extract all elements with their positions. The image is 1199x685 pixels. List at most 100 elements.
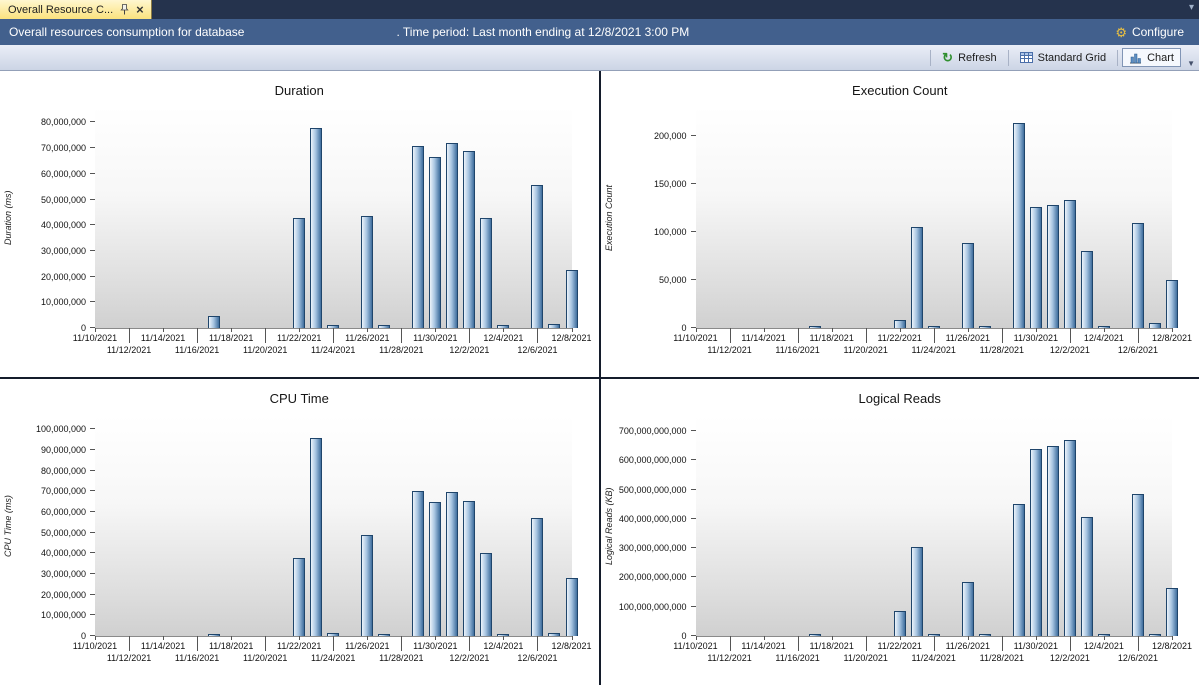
y-tick-label: 0 [80,631,86,641]
bar-12/1/2021[interactable] [1046,445,1059,636]
bar-12/2/2021[interactable] [463,150,476,328]
bar-11/23/2021[interactable] [310,437,323,636]
bar-11/24/2021[interactable] [327,632,340,636]
bar-12/4/2021[interactable] [497,633,510,636]
y-tick-label: 100,000 [653,226,687,237]
bar-12/3/2021[interactable] [480,217,493,328]
configure-button[interactable]: ⚙ Configure [1109,23,1190,41]
bar-11/29/2021[interactable] [412,491,425,636]
bar-12/4/2021[interactable] [1097,326,1110,328]
bar-12/4/2021[interactable] [497,324,510,328]
bar-11/26/2021[interactable] [961,581,974,636]
bar-11/30/2021[interactable] [429,501,442,636]
standard-grid-button[interactable]: Standard Grid [1013,48,1113,67]
bar-11/30/2021[interactable] [429,157,442,328]
y-tick-mark [690,134,696,136]
bar-11/30/2021[interactable] [1029,448,1042,636]
bar-12/6/2021[interactable] [1131,494,1144,636]
bar-12/2/2021[interactable] [1063,439,1076,636]
y-tick-mark [90,198,95,200]
x-tick-label: 12/8/2021 [1151,641,1193,651]
x-tick-mark [367,636,369,640]
x-tick-mark [1172,328,1173,332]
bar-11/26/2021[interactable] [961,243,974,328]
bar-11/29/2021[interactable] [412,145,425,328]
bar-12/8/2021[interactable] [565,270,578,328]
x-tick-mark [797,636,799,651]
bar-11/17/2021[interactable] [208,315,221,328]
bar-12/1/2021[interactable] [1046,205,1059,328]
x-tick-label: 12/2/2021 [449,345,490,355]
bar-12/3/2021[interactable] [480,553,493,636]
bar-11/24/2021[interactable] [927,633,940,636]
bar-12/7/2021[interactable] [548,324,561,328]
bar-11/17/2021[interactable] [808,326,821,328]
pin-icon[interactable] [120,4,129,15]
bar-12/1/2021[interactable] [446,142,459,328]
x-tick-label: 11/14/2021 [741,641,786,651]
bar-12/1/2021[interactable] [446,492,459,636]
y-tick-label: 10,000,000 [40,610,86,621]
bar-12/2/2021[interactable] [1063,200,1076,328]
x-tick-mark [435,636,437,640]
x-tick-label: 11/10/2021 [72,333,118,343]
bar-12/7/2021[interactable] [548,632,561,636]
bar-11/27/2021[interactable] [978,326,991,328]
bar-11/29/2021[interactable] [1012,123,1025,328]
y-tick-mark [90,449,95,451]
refresh-button[interactable]: ↻ Refresh [935,48,1003,67]
tab-overall-resource-consumption[interactable]: Overall Resource C... × [0,0,152,19]
bar-11/27/2021[interactable] [378,633,391,636]
bar-11/22/2021[interactable] [893,320,906,328]
bar-11/26/2021[interactable] [361,534,374,636]
bar-11/24/2021[interactable] [927,326,940,328]
tab-list-chevron-icon[interactable]: ▾ [1188,2,1194,13]
chart-execution-count: Execution Count Execution Count 0 50,000 1… [600,71,1199,377]
x-tick-mark [197,328,199,343]
x-tick-label: 11/14/2021 [140,333,186,343]
bar-11/27/2021[interactable] [978,634,991,636]
plot-area: 0 10,000,000 20,000,000 30,000,000 40,000,00… [36,415,592,663]
toolbar-options-chevron-icon[interactable]: ▼ [1187,59,1195,68]
bar-11/17/2021[interactable] [808,634,821,636]
close-icon[interactable]: × [136,2,144,17]
bar-12/8/2021[interactable] [1166,587,1178,636]
x-tick-label: 11/24/2021 [911,653,956,663]
document-tab-bar: Overall Resource C... × ▾ [0,0,1199,19]
bar-11/17/2021[interactable] [208,633,221,636]
bar-11/23/2021[interactable] [310,127,323,328]
bar-12/2/2021[interactable] [463,500,476,636]
bar-12/7/2021[interactable] [1148,323,1161,328]
x-tick-mark [1137,328,1139,343]
bar-12/4/2021[interactable] [1097,634,1110,636]
bar-12/3/2021[interactable] [1080,517,1093,636]
bar-12/3/2021[interactable] [1080,251,1093,328]
bar-11/22/2021[interactable] [293,217,306,328]
bar-11/30/2021[interactable] [1029,206,1042,328]
y-tick-mark [90,301,95,303]
bar-11/26/2021[interactable] [361,216,374,328]
bar-11/22/2021[interactable] [893,611,906,636]
report-toolbar: ↻ Refresh Standard Grid [0,45,1199,71]
y-tick-label: 20,000,000 [40,589,86,600]
bar-12/6/2021[interactable] [531,185,544,328]
bar-11/24/2021[interactable] [327,324,340,328]
x-tick-label: 11/12/2021 [707,653,752,663]
chart-button[interactable]: Chart [1122,48,1181,67]
bar-12/6/2021[interactable] [531,518,544,636]
bar-12/8/2021[interactable] [565,578,578,636]
x-tick-label: 11/18/2021 [208,641,254,651]
bar-11/23/2021[interactable] [910,546,923,636]
bar-11/29/2021[interactable] [1012,504,1025,636]
bar-12/6/2021[interactable] [1131,223,1144,328]
bar-11/27/2021[interactable] [378,325,391,328]
x-tick-label: 12/4/2021 [1083,333,1124,343]
bar-11/23/2021[interactable] [910,227,923,328]
x-tick-mark [95,636,96,640]
bar-11/22/2021[interactable] [293,557,306,636]
bar-12/8/2021[interactable] [1166,279,1178,328]
bar-12/7/2021[interactable] [1148,633,1161,636]
y-tick-label: 90,000,000 [40,445,86,456]
x-tick-label: 11/12/2021 [106,653,152,663]
x-tick-mark [469,328,471,343]
